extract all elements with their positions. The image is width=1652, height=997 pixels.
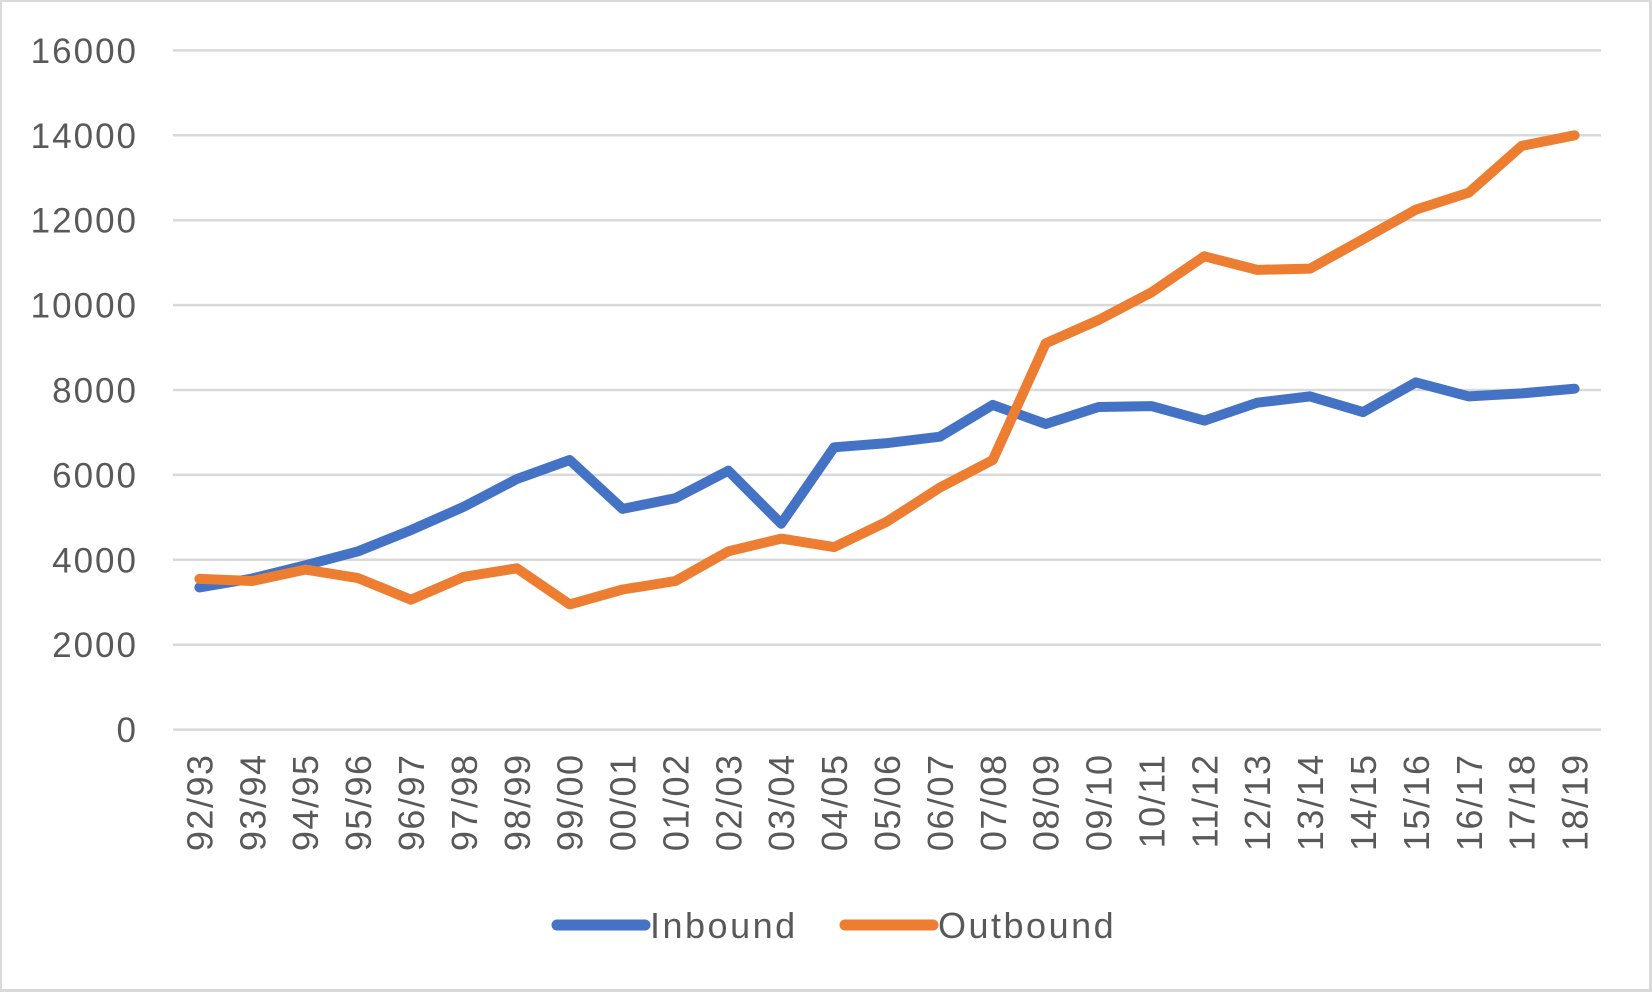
svg-text:00/01: 00/01 [603, 754, 644, 852]
svg-text:12/13: 12/13 [1237, 754, 1278, 852]
svg-text:02/03: 02/03 [708, 754, 749, 852]
svg-text:14/15: 14/15 [1343, 754, 1384, 852]
svg-text:16/17: 16/17 [1449, 754, 1490, 852]
svg-text:97/98: 97/98 [444, 754, 485, 852]
svg-text:15/16: 15/16 [1396, 754, 1437, 852]
svg-text:98/99: 98/99 [497, 754, 538, 852]
svg-text:95/96: 95/96 [338, 754, 379, 852]
svg-text:10000: 10000 [31, 287, 138, 326]
svg-text:03/04: 03/04 [761, 754, 802, 852]
svg-text:0: 0 [117, 711, 138, 750]
svg-text:93/94: 93/94 [232, 754, 273, 852]
svg-text:11/12: 11/12 [1184, 754, 1225, 849]
svg-text:14000: 14000 [31, 117, 138, 156]
svg-text:18/19: 18/19 [1555, 754, 1596, 852]
svg-text:16000: 16000 [31, 32, 138, 71]
svg-text:6000: 6000 [52, 456, 138, 495]
svg-text:Outbound: Outbound [938, 905, 1116, 946]
svg-text:09/10: 09/10 [1079, 754, 1120, 852]
svg-text:96/97: 96/97 [391, 754, 432, 852]
svg-text:12000: 12000 [31, 202, 138, 241]
svg-text:04/05: 04/05 [814, 754, 855, 852]
svg-text:07/08: 07/08 [973, 754, 1014, 852]
svg-text:4000: 4000 [52, 541, 138, 580]
svg-text:10/11: 10/11 [1131, 754, 1172, 849]
svg-text:13/14: 13/14 [1290, 754, 1331, 852]
svg-text:8000: 8000 [52, 372, 138, 411]
svg-text:06/07: 06/07 [920, 754, 961, 852]
svg-text:99/00: 99/00 [550, 754, 591, 852]
svg-text:2000: 2000 [52, 626, 138, 665]
svg-text:05/06: 05/06 [867, 754, 908, 852]
svg-text:01/02: 01/02 [655, 754, 696, 852]
svg-text:17/18: 17/18 [1502, 754, 1543, 852]
svg-text:94/95: 94/95 [285, 754, 326, 852]
svg-text:08/09: 08/09 [1026, 754, 1067, 852]
svg-text:92/93: 92/93 [179, 754, 220, 852]
svg-text:Inbound: Inbound [650, 905, 798, 946]
